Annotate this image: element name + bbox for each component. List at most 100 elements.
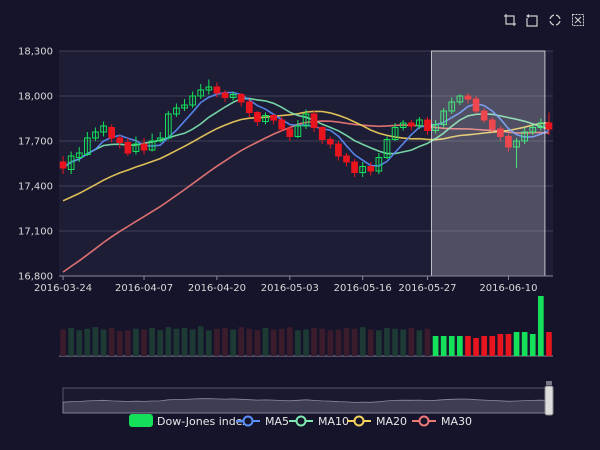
legend-item[interactable]: MA10 bbox=[289, 415, 349, 428]
candle-body bbox=[351, 161, 358, 173]
candle-body bbox=[545, 122, 553, 130]
volume-bar bbox=[141, 329, 147, 356]
volume-bar bbox=[481, 336, 487, 356]
zoom-select-icon[interactable] bbox=[504, 14, 516, 26]
candle-body bbox=[521, 131, 528, 142]
volume-bar bbox=[521, 332, 528, 356]
candle-body bbox=[391, 127, 399, 140]
candle-body bbox=[359, 166, 367, 173]
volume-bar bbox=[197, 326, 204, 356]
volume-bar bbox=[230, 329, 236, 356]
volume-bar bbox=[465, 336, 471, 356]
volume-bar bbox=[327, 330, 334, 356]
candle-body bbox=[278, 119, 286, 130]
legend-item[interactable]: MA20 bbox=[347, 415, 407, 428]
candle-body bbox=[148, 140, 156, 151]
zoom-reset-icon[interactable] bbox=[526, 14, 538, 27]
candle-body bbox=[416, 119, 423, 127]
volume-bar bbox=[408, 327, 415, 356]
volume-bar bbox=[497, 334, 504, 356]
x-tick-label: 2016-05-03 bbox=[261, 283, 319, 294]
candle-body bbox=[529, 127, 537, 133]
slider-preview bbox=[62, 398, 550, 414]
volume-bar bbox=[424, 328, 431, 356]
candle-body bbox=[205, 86, 213, 91]
volume-bar bbox=[303, 329, 309, 356]
candle-body bbox=[537, 122, 545, 128]
legend-item[interactable]: MA30 bbox=[412, 415, 472, 428]
volume-bar bbox=[359, 327, 366, 356]
volume-bar bbox=[546, 332, 552, 356]
volume-plot bbox=[59, 296, 553, 357]
candle-body bbox=[464, 95, 472, 100]
candle-body bbox=[164, 113, 172, 139]
volume-bar bbox=[173, 328, 180, 356]
volume-bar bbox=[205, 330, 212, 356]
candle-body bbox=[229, 94, 237, 98]
volume-bar bbox=[440, 336, 447, 356]
legend-label: MA5 bbox=[265, 415, 289, 428]
volume-bar bbox=[157, 330, 164, 356]
candle-body bbox=[189, 95, 196, 106]
volume-bar bbox=[473, 338, 479, 356]
volume-bar bbox=[181, 327, 188, 356]
y-tick-label: 17,100 bbox=[18, 227, 53, 238]
volume-bar bbox=[489, 336, 496, 356]
volume-bar bbox=[189, 329, 196, 356]
candle-body bbox=[497, 128, 504, 137]
candle-body bbox=[448, 101, 456, 112]
x-axis: 2016-03-24 2016-04-07 2016-04-20 2016-05-03… bbox=[34, 275, 553, 294]
candle-body bbox=[132, 143, 140, 152]
volume-bar bbox=[214, 328, 220, 356]
x-tick-label: 2016-04-20 bbox=[188, 283, 246, 294]
candle-body bbox=[92, 131, 99, 139]
legend-symbol bbox=[242, 415, 254, 427]
volume-bar bbox=[222, 327, 228, 356]
volume-bar bbox=[125, 330, 131, 356]
volume-bar bbox=[351, 328, 358, 356]
legend-item[interactable]: Dow-Jones index bbox=[129, 414, 249, 428]
volume-bar bbox=[343, 327, 350, 356]
candle-body bbox=[173, 107, 180, 115]
volume-bar bbox=[116, 331, 123, 356]
volume-bar bbox=[165, 327, 172, 356]
toolbox bbox=[504, 14, 584, 27]
volume-bar bbox=[100, 329, 107, 356]
legend-label: Dow-Jones index bbox=[157, 415, 249, 428]
volume-bar bbox=[76, 330, 83, 356]
candle-body bbox=[262, 115, 269, 122]
slider-handle-icon[interactable] bbox=[544, 381, 554, 416]
legend-symbol bbox=[295, 415, 307, 427]
x-tick-label: 2016-04-07 bbox=[115, 283, 173, 294]
legend-label: MA20 bbox=[376, 415, 407, 428]
save-image-icon[interactable] bbox=[572, 14, 584, 26]
candle-body bbox=[245, 101, 253, 113]
candle-body bbox=[59, 161, 67, 169]
volume-bar bbox=[311, 327, 317, 356]
candle-body bbox=[270, 115, 277, 121]
volume-bar bbox=[319, 328, 326, 356]
data-zoom-slider[interactable] bbox=[62, 381, 554, 416]
volume-bar bbox=[529, 334, 536, 356]
candle-body bbox=[156, 137, 164, 142]
volume-bar bbox=[270, 329, 277, 356]
volume-bar bbox=[133, 328, 139, 356]
y-tick-label: 18,300 bbox=[18, 47, 53, 58]
candle-body bbox=[237, 94, 245, 103]
volume-bar bbox=[254, 330, 261, 356]
y-tick-label: 16,800 bbox=[18, 272, 53, 283]
volume-bar bbox=[376, 330, 382, 356]
volume-bar bbox=[416, 330, 423, 356]
candle-body bbox=[181, 104, 188, 109]
candle-body bbox=[75, 152, 83, 158]
legend-item[interactable]: MA5 bbox=[236, 415, 289, 428]
y-axis: 16,800 17,100 17,400 17,700 18,000 18,300 bbox=[18, 47, 53, 283]
candle-body bbox=[108, 127, 115, 139]
candle-body bbox=[432, 124, 439, 131]
restore-icon[interactable] bbox=[549, 14, 561, 26]
candle-body bbox=[140, 143, 148, 151]
candle-body bbox=[197, 89, 205, 97]
volume-bar bbox=[278, 328, 285, 356]
candle-body bbox=[294, 125, 302, 137]
brush-selection bbox=[431, 50, 546, 277]
